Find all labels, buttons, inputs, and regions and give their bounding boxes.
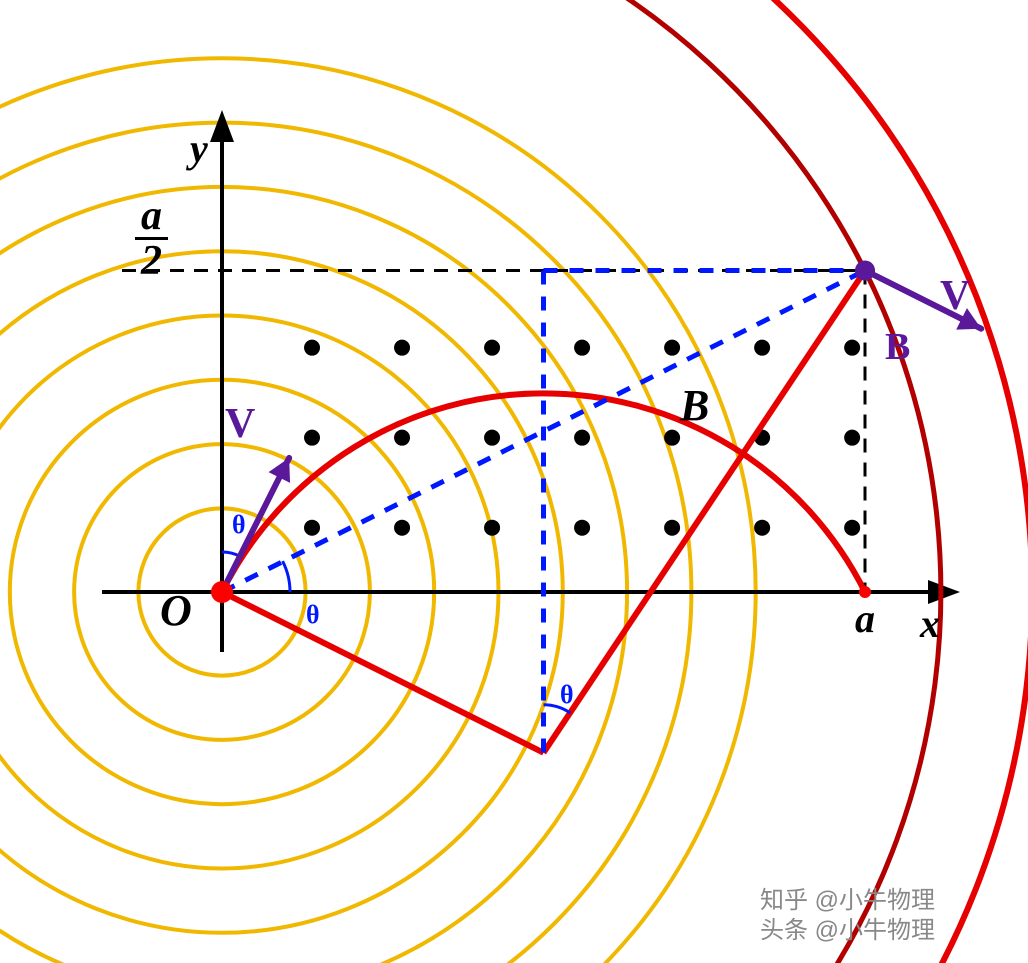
field-B-label: B — [680, 380, 709, 431]
theta-center: θ — [560, 680, 574, 710]
x-axis-label: x — [920, 600, 940, 647]
velocity-B-label: V — [940, 272, 970, 320]
theta-O-lower: θ — [306, 600, 320, 630]
y-axis-label: y — [190, 125, 208, 172]
theta-O-upper: θ — [232, 510, 246, 540]
velocity-O-label: V — [225, 400, 255, 448]
a-label: a — [855, 595, 875, 642]
point-B-label: B — [885, 325, 910, 369]
fraction-num: a — [135, 195, 168, 240]
fraction-den: 2 — [135, 240, 168, 282]
watermark-toutiao: 头条 @小牛物理 — [760, 910, 935, 945]
physics-diagram — [0, 0, 1028, 963]
fraction-a-over-2: a 2 — [135, 195, 168, 282]
origin-label-O: O — [160, 585, 192, 636]
